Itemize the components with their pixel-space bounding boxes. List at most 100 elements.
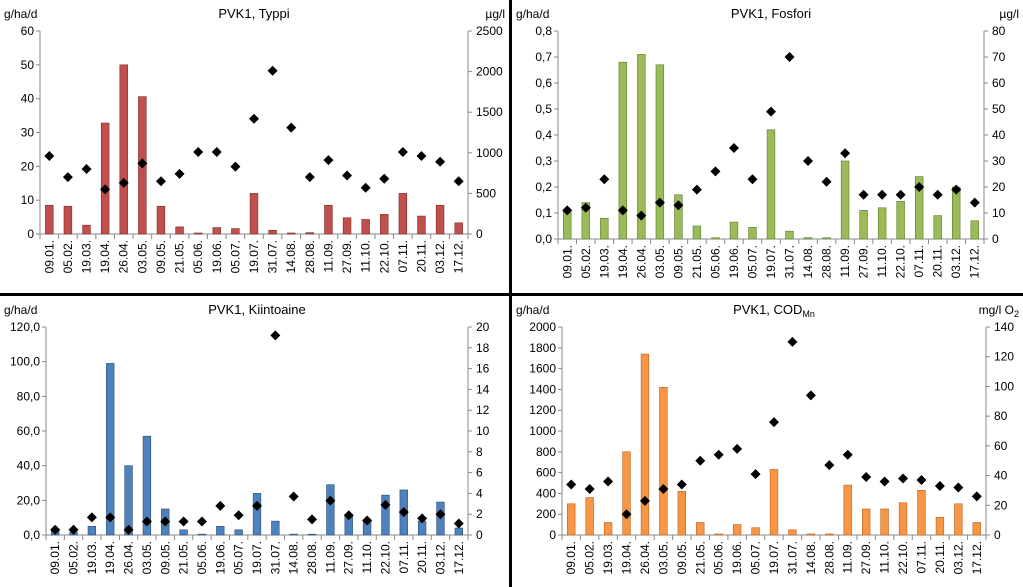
- marker-point: [728, 143, 739, 153]
- bar: [803, 237, 813, 240]
- marker-point: [895, 189, 906, 200]
- y-left-tick-label: 20,0: [17, 493, 41, 507]
- bar: [119, 64, 128, 235]
- marker-point: [50, 524, 61, 535]
- bar: [87, 526, 97, 536]
- x-category-label: 19.07.: [764, 245, 778, 278]
- x-category-label: 22.10.: [894, 245, 908, 278]
- bar: [972, 522, 981, 536]
- y-left-tick-label: 1000: [529, 424, 556, 438]
- x-category-label: 28.08.: [820, 245, 834, 278]
- chart-title: PVK1, Fosfori: [731, 6, 811, 21]
- bar: [398, 193, 408, 235]
- marker-point: [68, 524, 79, 535]
- bar: [567, 503, 576, 536]
- x-category-label: 26.04.: [634, 245, 648, 278]
- bar: [859, 210, 868, 240]
- chart-title-main: PVK1, Kiintoaine: [208, 302, 306, 317]
- y-right-tick-label: 60: [992, 76, 1006, 90]
- marker-point: [824, 460, 835, 471]
- marker-point: [196, 516, 207, 527]
- y-left-tick-label: 0,8: [535, 24, 552, 38]
- x-category-label: 03.12.: [433, 240, 447, 273]
- x-category-label: 07.11.: [397, 541, 411, 573]
- marker-point: [658, 483, 669, 494]
- x-category-label: 31.07.: [268, 541, 282, 574]
- y-right-axis-label-main: µg/l: [485, 7, 505, 21]
- x-category-label: 11.09.: [838, 245, 852, 277]
- bar: [954, 503, 963, 536]
- y-right-tick-label: 20: [476, 320, 490, 334]
- marker-point: [215, 500, 226, 511]
- marker-point: [971, 491, 982, 502]
- marker-point: [750, 469, 761, 480]
- x-category-label: 11.09.: [841, 541, 855, 573]
- x-category-label: 17.12.: [968, 245, 982, 278]
- marker-point: [416, 151, 427, 162]
- x-category-label: 19.04.: [620, 541, 634, 574]
- bar: [268, 229, 277, 235]
- y-right-tick-label: 6: [476, 466, 483, 480]
- bar: [417, 215, 426, 235]
- x-category-label: 05.06.: [712, 541, 726, 574]
- bar: [748, 227, 757, 240]
- bar: [677, 491, 686, 536]
- marker-point: [969, 197, 980, 208]
- marker-point: [861, 472, 872, 483]
- y-left-tick-label: 0,5: [535, 102, 552, 116]
- x-category-label: 19.06.: [210, 240, 224, 273]
- x-category-label: 03.05.: [140, 541, 154, 574]
- x-category-label: 20.11.: [415, 541, 429, 573]
- x-category-label: 03.12.: [433, 541, 447, 574]
- marker-point: [398, 507, 409, 518]
- x-category-label: 17.12.: [452, 240, 466, 273]
- bar: [585, 497, 594, 536]
- x-category-label: 05.06.: [195, 541, 209, 574]
- y-right-tick-label: 70: [992, 50, 1006, 64]
- bar: [714, 533, 723, 536]
- y-right-tick-label: 16: [476, 362, 490, 376]
- marker-point: [174, 168, 185, 179]
- bar: [106, 363, 115, 536]
- marker-point: [304, 172, 315, 183]
- y-left-tick-label: 400: [536, 486, 556, 500]
- x-category-label: 03.05.: [135, 240, 149, 273]
- x-category-label: 31.07.: [783, 245, 797, 278]
- x-category-label: 19.04.: [616, 245, 630, 278]
- bar: [840, 160, 850, 240]
- x-category-label: 07.11.: [912, 245, 926, 277]
- y-left-tick-label: 0,3: [535, 154, 552, 168]
- bar: [326, 484, 335, 536]
- chart-cod: 0200400600800100012001400160018002000020…: [516, 302, 1019, 574]
- x-category-label: 27.09.: [859, 541, 873, 574]
- bar: [769, 469, 779, 536]
- marker-point: [784, 52, 795, 62]
- bar: [193, 232, 203, 235]
- y-right-tick-label: 10: [992, 206, 1006, 220]
- marker-point: [858, 189, 869, 200]
- y-right-tick-label: 0: [476, 528, 483, 542]
- y-right-tick-label: 60: [994, 439, 1008, 453]
- marker-point: [842, 449, 853, 460]
- bar: [287, 232, 296, 235]
- x-category-label: 14.08.: [801, 245, 815, 278]
- y-right-axis-label: µg/l: [485, 7, 505, 21]
- bar: [914, 176, 924, 240]
- x-category-label: 11.10.: [360, 541, 374, 573]
- chart-title-subscript: Mn: [802, 309, 815, 319]
- x-category-label: 05.07.: [749, 541, 763, 574]
- marker-point: [325, 495, 336, 506]
- y-right-tick-label: 1000: [476, 146, 503, 160]
- x-category-label: 07.11.: [396, 240, 410, 272]
- bar: [970, 220, 979, 240]
- y-left-tick-label: 0,4: [535, 128, 552, 142]
- marker-point: [898, 473, 909, 484]
- bar: [216, 526, 225, 536]
- y-left-tick-label: 120,0: [10, 320, 40, 334]
- bar: [785, 230, 794, 240]
- marker-point: [453, 518, 464, 529]
- bar: [877, 207, 887, 240]
- bar: [822, 237, 831, 240]
- marker-point: [44, 151, 55, 162]
- x-category-label: 28.08.: [305, 541, 319, 574]
